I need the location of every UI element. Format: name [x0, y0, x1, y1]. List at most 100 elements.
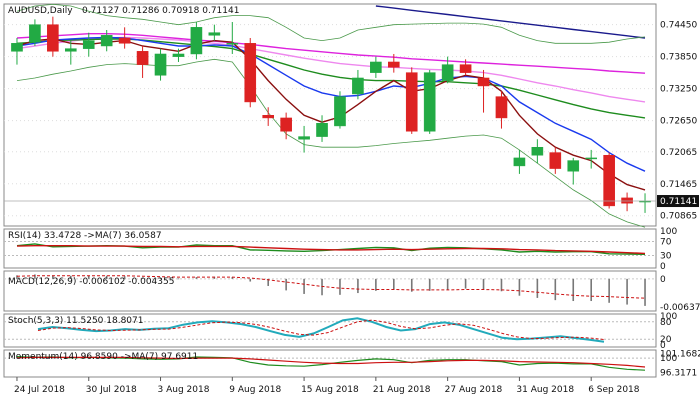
candle-body: [154, 53, 167, 76]
price-tick-label: 0.72065: [660, 148, 697, 158]
price-tick-label: 0.74450: [660, 21, 697, 31]
x-tick-label: 3 Aug 2018: [158, 385, 210, 395]
x-axis: 24 Jul 2018 30 Jul 2018 3 Aug 2018 9 Aug 20…: [14, 377, 640, 395]
candle-body: [549, 152, 562, 169]
macd-bar: [626, 278, 628, 305]
price-ma-line: [375, 5, 646, 39]
macd-bar: [518, 278, 521, 296]
price-ma-line: [16, 33, 646, 74]
candle-body: [208, 32, 221, 36]
macd-bar: [428, 278, 431, 291]
macd-bar: [70, 275, 72, 279]
macd-bar: [536, 278, 539, 298]
candle-body: [298, 136, 310, 140]
stoch-tick-label: 20: [660, 335, 672, 345]
stoch-header: Stoch(5,3,3) 11.5250 18.8071: [8, 316, 143, 326]
candle-body: [567, 160, 580, 172]
macd-bar: [321, 278, 323, 296]
candle-body: [387, 61, 400, 68]
candle-body: [459, 64, 472, 73]
candle-body: [441, 64, 454, 81]
candle-body: [280, 117, 292, 132]
momentum-line: [16, 356, 646, 368]
macd-bar: [231, 277, 234, 279]
candle-body: [316, 123, 328, 137]
macd-bar: [339, 278, 341, 295]
macd-tick-label: 0: [660, 275, 666, 285]
macd-bar: [159, 277, 162, 279]
candle-body: [47, 24, 59, 52]
x-tick-label: 9 Aug 2018: [229, 385, 281, 395]
macd-bar: [213, 276, 216, 279]
macd-bar: [16, 275, 18, 279]
macd-bar: [141, 277, 144, 279]
x-tick-label: 24 Jul 2018: [14, 385, 65, 395]
x-tick-label: 21 Aug 2018: [373, 385, 431, 395]
stoch-tick-label: 100: [660, 312, 677, 322]
macd-bar: [554, 278, 557, 301]
macd-bar: [87, 275, 90, 279]
last-price-tag: [657, 195, 699, 208]
rsi-tick-label: 70: [660, 238, 672, 248]
macd-bar: [608, 278, 610, 303]
macd-bar: [590, 278, 592, 302]
candle-body: [477, 77, 490, 87]
macd-bar: [375, 278, 377, 291]
x-tick-label: 30 Jul 2018: [86, 385, 137, 395]
candle-body: [603, 154, 615, 207]
macd-panel-frame: [3, 270, 657, 312]
macd-bar: [464, 278, 467, 289]
x-tick-label: 15 Aug 2018: [301, 385, 359, 395]
candle-body: [29, 24, 41, 43]
candle-body: [244, 43, 257, 103]
stoch-tick-label: 80: [660, 318, 672, 328]
x-tick-label: 31 Aug 2018: [516, 385, 574, 395]
macd-tick-label: -0.006374: [660, 303, 700, 313]
stoch-line: [37, 319, 605, 340]
macd-bar: [393, 278, 395, 290]
stoch-line: [37, 317, 605, 343]
x-tick-label: 27 Aug 2018: [445, 385, 503, 395]
price-tick-label: 0.73250: [660, 85, 697, 95]
candle-body: [136, 51, 149, 65]
candle-body: [352, 77, 364, 95]
macd-bar: [446, 278, 449, 290]
rsi-tick-label: 30: [660, 252, 672, 262]
macd-bar: [357, 278, 359, 294]
macd-bar: [482, 278, 485, 290]
candle-body: [513, 157, 526, 167]
macd-header: MACD(12,26,9) -0.006102 -0.004355: [8, 277, 174, 287]
rsi-line: [16, 245, 646, 255]
main-price-panel: 0.74450 0.73850 0.73250 0.72650 0.72065 0.714…: [4, 3, 699, 228]
macd-bar: [500, 278, 503, 292]
price-tick-label: 0.70865: [660, 212, 697, 222]
candle-body: [405, 72, 418, 132]
momentum-tick-label: 96.3171: [660, 368, 697, 378]
macd-bar: [177, 278, 180, 280]
candle-body: [423, 72, 436, 132]
x-tick-label: 6 Sep 2018: [588, 385, 640, 395]
price-tick-label: 0.72650: [660, 117, 697, 127]
candle-body: [334, 96, 346, 127]
price-ma-line: [16, 3, 646, 44]
price-tick-label: 0.71465: [660, 180, 697, 190]
ohlc-readout: 0.71127 0.71286 0.70918 0.71141: [82, 6, 239, 16]
momentum-header: Momentum(14) 96.8590 ->MA(7) 97.6911: [8, 352, 198, 362]
rsi-panel-frame: [3, 228, 657, 269]
rsi-tick-label: 100: [660, 227, 677, 237]
macd-bar: [52, 275, 54, 279]
candle-body: [118, 37, 131, 44]
macd-bar: [34, 274, 36, 279]
momentum-tick-label: 100: [660, 354, 677, 364]
candle-body: [100, 35, 113, 47]
candle-body: [585, 157, 598, 160]
candle-body: [531, 146, 544, 156]
macd-bar: [249, 278, 252, 282]
macd-bar: [195, 277, 198, 279]
candle-body: [82, 40, 95, 49]
momentum-tick-label: 101.1682: [660, 350, 700, 360]
macd-bar: [572, 278, 575, 302]
